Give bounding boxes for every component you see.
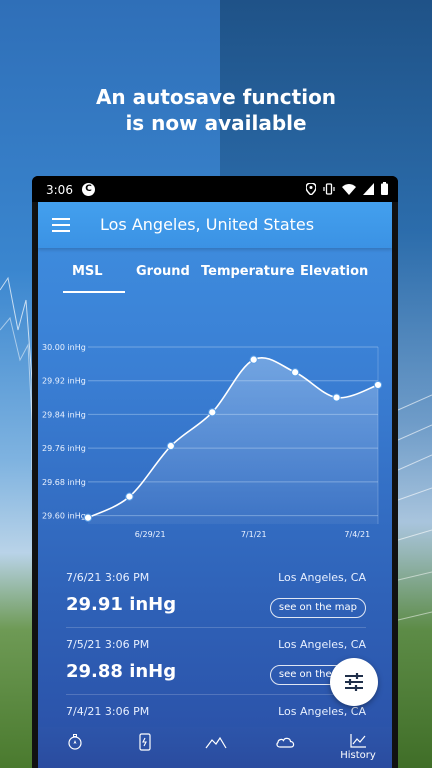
chart-area bbox=[88, 357, 378, 524]
history-row[interactable]: 7/5/21 3:06 PM Los Angeles, CA 29.88 inH… bbox=[66, 629, 366, 695]
history-row[interactable]: 7/4/21 3:06 PM Los Angeles, CA bbox=[66, 696, 366, 727]
app-screen: Los Angeles, United States MSL Ground Te… bbox=[38, 202, 392, 768]
history-date: 7/5/21 3:06 PM bbox=[66, 638, 150, 651]
chart-point[interactable] bbox=[83, 513, 93, 522]
status-bar: 3:06 C bbox=[32, 176, 398, 202]
hamburger-menu-icon[interactable] bbox=[52, 218, 70, 232]
chart-svg: 30.00 inHg 29.92 inHg 29.84 inHg 29.76 inHg… bbox=[42, 343, 383, 539]
toolbar-title: Los Angeles, United States bbox=[100, 215, 315, 234]
tab-bar: MSL Ground Temperature Elevation bbox=[38, 248, 392, 294]
vibrate-icon bbox=[323, 182, 335, 199]
phone-frame: 3:06 C Los Angeles, United States bbox=[32, 176, 398, 768]
cloud-icon bbox=[276, 737, 295, 748]
tab-temperature[interactable]: Temperature bbox=[201, 264, 295, 279]
chart-line bbox=[87, 357, 379, 519]
tab-ground[interactable]: Ground bbox=[136, 264, 190, 279]
bottom-navigation: History bbox=[38, 727, 392, 768]
toolbar: Los Angeles, United States bbox=[38, 202, 392, 248]
chart-point[interactable] bbox=[291, 368, 300, 377]
chart-point[interactable] bbox=[208, 408, 217, 417]
chart-point[interactable] bbox=[166, 441, 175, 451]
y-tick-label: 29.92 inHg bbox=[42, 377, 86, 386]
history-location: Los Angeles, CA bbox=[278, 638, 366, 651]
compass-icon bbox=[68, 734, 82, 750]
history-location: Los Angeles, CA bbox=[278, 571, 366, 584]
status-icons bbox=[305, 181, 388, 199]
nav-history-label: History bbox=[340, 750, 376, 761]
nav-phone-sensor[interactable] bbox=[125, 733, 165, 765]
nav-weather[interactable] bbox=[266, 733, 306, 765]
tab-msl[interactable]: MSL bbox=[72, 264, 103, 279]
filter-button[interactable] bbox=[330, 658, 378, 706]
status-time: 3:06 bbox=[46, 183, 73, 197]
x-tick-label: 7/1/21 bbox=[241, 530, 267, 539]
y-tick-label: 29.60 inHg bbox=[42, 512, 86, 521]
nav-compass[interactable] bbox=[55, 733, 95, 765]
pressure-chart: 30.00 inHg 29.92 inHg 29.84 inHg 29.76 inHg… bbox=[38, 302, 392, 567]
chart-point[interactable] bbox=[125, 492, 134, 501]
y-tick-label: 29.68 inHg bbox=[42, 478, 86, 487]
app-notification-icon: C bbox=[82, 183, 95, 196]
chart-point[interactable] bbox=[373, 380, 383, 390]
x-tick-label: 6/29/21 bbox=[135, 530, 166, 539]
headline-line-1: An autosave function bbox=[95, 85, 337, 109]
tab-selected-indicator bbox=[63, 291, 125, 293]
wifi-icon bbox=[342, 183, 356, 199]
nav-history[interactable]: History bbox=[334, 733, 382, 765]
history-row[interactable]: 7/6/21 3:06 PM Los Angeles, CA 29.91 inH… bbox=[66, 562, 366, 628]
mountain-icon bbox=[205, 736, 227, 749]
y-tick-label: 29.84 inHg bbox=[42, 410, 86, 419]
history-date: 7/4/21 3:06 PM bbox=[66, 705, 150, 718]
phone-sensor-icon bbox=[139, 733, 151, 751]
history-list: 7/6/21 3:06 PM Los Angeles, CA 29.91 inH… bbox=[38, 562, 392, 727]
history-location: Los Angeles, CA bbox=[278, 705, 366, 718]
location-icon bbox=[305, 181, 317, 199]
history-value: 29.91 inHg bbox=[66, 594, 177, 615]
battery-icon bbox=[381, 182, 388, 199]
y-tick-label: 29.76 inHg bbox=[42, 444, 86, 453]
see-on-map-button[interactable]: see on the map bbox=[269, 598, 366, 618]
promo-headline: An autosave function is now available bbox=[0, 84, 432, 136]
signal-icon bbox=[363, 182, 374, 199]
y-tick-label: 30.00 inHg bbox=[42, 343, 86, 352]
history-chart-icon bbox=[350, 734, 366, 748]
history-date: 7/6/21 3:06 PM bbox=[66, 571, 150, 584]
headline-line-2: is now available bbox=[125, 111, 307, 135]
chart-point[interactable] bbox=[332, 393, 341, 402]
nav-elevation[interactable] bbox=[196, 733, 236, 765]
history-value: 29.88 inHg bbox=[66, 661, 177, 682]
filter-sliders-icon bbox=[345, 673, 363, 691]
tab-elevation[interactable]: Elevation bbox=[300, 264, 369, 279]
x-tick-label: 7/4/21 bbox=[344, 530, 370, 539]
chart-point[interactable] bbox=[249, 355, 258, 364]
